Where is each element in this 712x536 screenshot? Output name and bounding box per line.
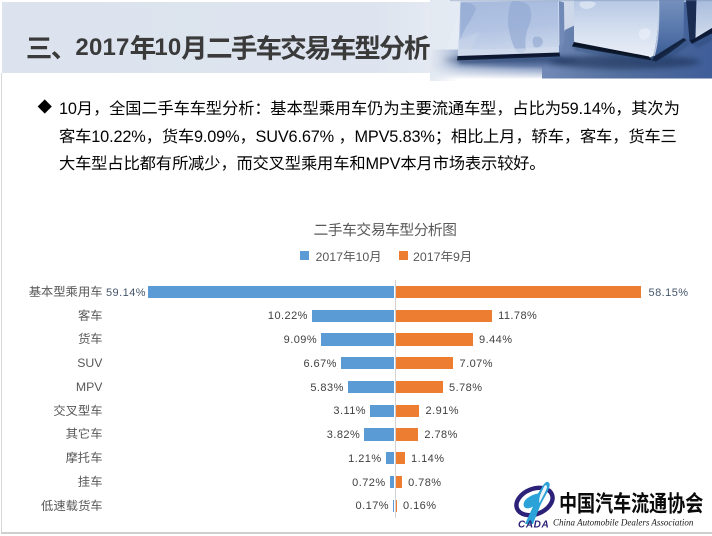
svg-text:中国汽车流通协会: 中国汽车流通协会 [559, 485, 704, 518]
svg-text:CADA: CADA [518, 520, 549, 531]
svg-text:China Automobile Dealers Assoc: China Automobile Dealers Association [553, 518, 694, 528]
